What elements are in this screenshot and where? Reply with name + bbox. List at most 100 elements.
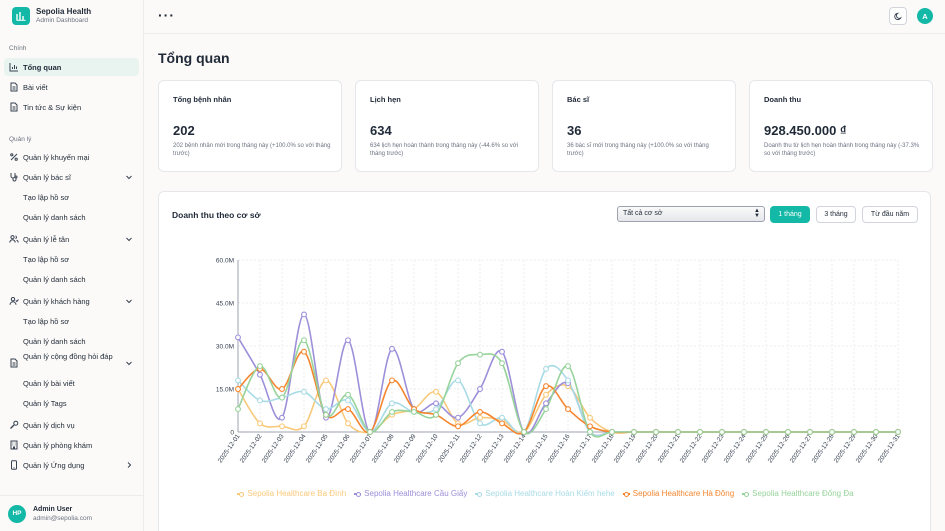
x-tick-label: 2025-12-13	[481, 433, 506, 465]
revenue-chart-card: Doanh thu theo cơ sở Tất cả cơ sở ▲ ▼ 1 t…	[158, 191, 931, 531]
sidebar-item-apps[interactable]: Quản lý Ứng dụng	[4, 456, 139, 474]
data-point	[257, 363, 263, 370]
sidebar-item-services[interactable]: Quản lý dịch vụ	[4, 416, 139, 434]
sidebar-subitem-customers-list[interactable]: Quản lý danh sách	[23, 337, 86, 346]
data-point	[257, 397, 263, 404]
y-tick-label: 15.0M	[216, 387, 234, 394]
chevron-down-icon	[126, 175, 132, 180]
stat-card-patients: Tổng bệnh nhân 202 202 bệnh nhân mới tro…	[158, 80, 342, 172]
theme-toggle-button[interactable]	[889, 7, 907, 25]
sidebar-item-promotions[interactable]: Quản lý khuyến mại	[4, 148, 139, 166]
page-title: Tổng quan	[158, 50, 230, 66]
sidebar-item-overview[interactable]: Tổng quan	[4, 58, 139, 76]
range-button-1-month[interactable]: 1 tháng	[770, 206, 810, 223]
data-point	[477, 414, 483, 421]
chart-title: Doanh thu theo cơ sở	[172, 210, 261, 220]
sidebar-item-label: Quản lý Ứng dụng	[23, 460, 85, 470]
building-icon	[9, 440, 19, 450]
legend-label: Sepolia Healthcare Cầu Giấy	[364, 489, 468, 498]
legend-label: Sepolia Healthcare Đống Đa	[752, 489, 854, 498]
brand-name: Sepolia Health	[36, 7, 92, 16]
sidebar-subitem-doctors-list[interactable]: Quản lý danh sách	[23, 213, 86, 222]
file-icon	[9, 102, 19, 112]
data-point	[433, 411, 439, 418]
sidebar-item-label: Quản lý bác sĩ	[23, 172, 71, 182]
data-point	[697, 429, 703, 435]
chevron-right-icon	[127, 462, 132, 468]
x-tick-label: 2025-12-12	[459, 433, 484, 465]
x-tick-label: 2025-12-27	[789, 433, 814, 465]
legend-item[interactable]: Sepolia Healthcare Hoàn Kiếm hehe	[475, 489, 615, 498]
brand[interactable]: Sepolia Health Admin Dashboard	[0, 0, 143, 32]
data-point	[411, 408, 417, 415]
data-point	[631, 429, 637, 435]
legend-item[interactable]: Sepolia Healthcare Cầu Giấy	[354, 489, 467, 498]
data-point	[851, 429, 857, 435]
sidebar-item-label: Quản lý lễ tân	[23, 234, 70, 244]
y-tick-label: 0	[230, 430, 234, 437]
sidebar-subitem-customers-create[interactable]: Tạo lập hồ sơ	[23, 317, 70, 326]
chart-legend: Sepolia Healthcare Ba Đình Sepolia Health…	[159, 489, 932, 498]
data-point	[257, 420, 263, 427]
user-check-icon	[9, 296, 19, 306]
stat-card-title: Bác sĩ	[567, 95, 590, 104]
x-tick-label: 2025-12-01	[217, 433, 242, 465]
stat-card-desc: 634 lịch hẹn hoàn thành trong tháng này …	[370, 143, 519, 157]
legend-item[interactable]: Sepolia Healthcare Hà Đông	[622, 489, 734, 498]
legend-marker-icon	[742, 490, 750, 497]
data-point	[499, 414, 505, 421]
sidebar-item-customers[interactable]: Quản lý khách hàng	[4, 292, 139, 310]
range-button-ytd[interactable]: Từ đầu năm	[862, 206, 918, 223]
sidebar-subitem-doctors-create[interactable]: Tạo lập hồ sơ	[23, 193, 70, 202]
sidebar-item-posts[interactable]: Bài viết	[4, 78, 139, 96]
more-icon[interactable]: ···	[158, 7, 175, 23]
sidebar-item-news[interactable]: Tin tức & Sự kiện	[4, 98, 139, 116]
stat-card-title: Tổng bệnh nhân	[173, 95, 232, 104]
x-tick-label: 2025-12-02	[239, 433, 264, 465]
x-tick-label: 2025-12-23	[701, 433, 726, 465]
data-point	[543, 406, 549, 413]
user-profile[interactable]: HP Admin User admin@sepolia.com	[0, 495, 143, 531]
sidebar-item-clinics[interactable]: Quản lý phòng khám	[4, 436, 139, 454]
data-point	[565, 406, 571, 413]
data-point	[477, 386, 483, 392]
data-point	[499, 348, 505, 355]
data-point	[873, 429, 879, 435]
data-point	[609, 429, 615, 435]
stat-card-doctors: Bác sĩ 36 36 bác sĩ mới trong tháng này …	[552, 80, 736, 172]
file-text-icon	[9, 358, 19, 368]
select-arrows-icon: ▲ ▼	[754, 208, 760, 219]
data-point	[301, 311, 307, 318]
data-point	[763, 429, 769, 435]
sidebar-item-doctors[interactable]: Quản lý bác sĩ	[4, 168, 139, 186]
sidebar-item-reception[interactable]: Quản lý lễ tân	[4, 230, 139, 248]
avatar[interactable]: A	[917, 8, 933, 24]
x-tick-label: 2025-12-30	[855, 433, 880, 465]
chevron-down-icon	[126, 299, 132, 304]
x-tick-label: 2025-12-21	[657, 433, 682, 465]
section-label-manage: Quản lý	[9, 136, 32, 143]
sidebar-item-label: Bài viết	[23, 82, 48, 92]
data-point	[543, 400, 549, 407]
clinic-select[interactable]: Tất cả cơ sở ▲ ▼	[617, 206, 765, 222]
sidebar-subitem-reception-create[interactable]: Tạo lập hồ sơ	[23, 255, 70, 264]
stat-card-desc: 36 bác sĩ mới trong tháng này (+100.0% s…	[567, 143, 709, 157]
data-point	[521, 429, 527, 435]
percent-icon	[9, 152, 19, 162]
stat-card-value: 202	[173, 123, 195, 138]
sidebar-subitem-community-tags[interactable]: Quản lý Tags	[23, 399, 67, 408]
sidebar-subitem-reception-list[interactable]: Quản lý danh sách	[23, 275, 86, 284]
legend-item[interactable]: Sepolia Healthcare Đống Đa	[742, 489, 854, 498]
sidebar: Sepolia Health Admin Dashboard Chính Tổn…	[0, 0, 144, 531]
sidebar-item-community[interactable]: Quản lý cộng đồng hỏi đáp	[4, 352, 139, 374]
x-tick-label: 2025-12-14	[503, 433, 528, 465]
data-point	[587, 414, 593, 421]
legend-item[interactable]: Sepolia Healthcare Ba Đình	[237, 489, 346, 498]
range-button-3-months[interactable]: 3 tháng	[816, 206, 856, 223]
data-point	[785, 429, 791, 435]
sidebar-subitem-community-posts[interactable]: Quản lý bài viết	[23, 379, 75, 388]
data-point	[389, 408, 395, 415]
legend-label: Sepolia Healthcare Ba Đình	[247, 489, 347, 498]
x-tick-label: 2025-12-07	[349, 433, 374, 465]
chevron-down-icon	[126, 361, 132, 366]
